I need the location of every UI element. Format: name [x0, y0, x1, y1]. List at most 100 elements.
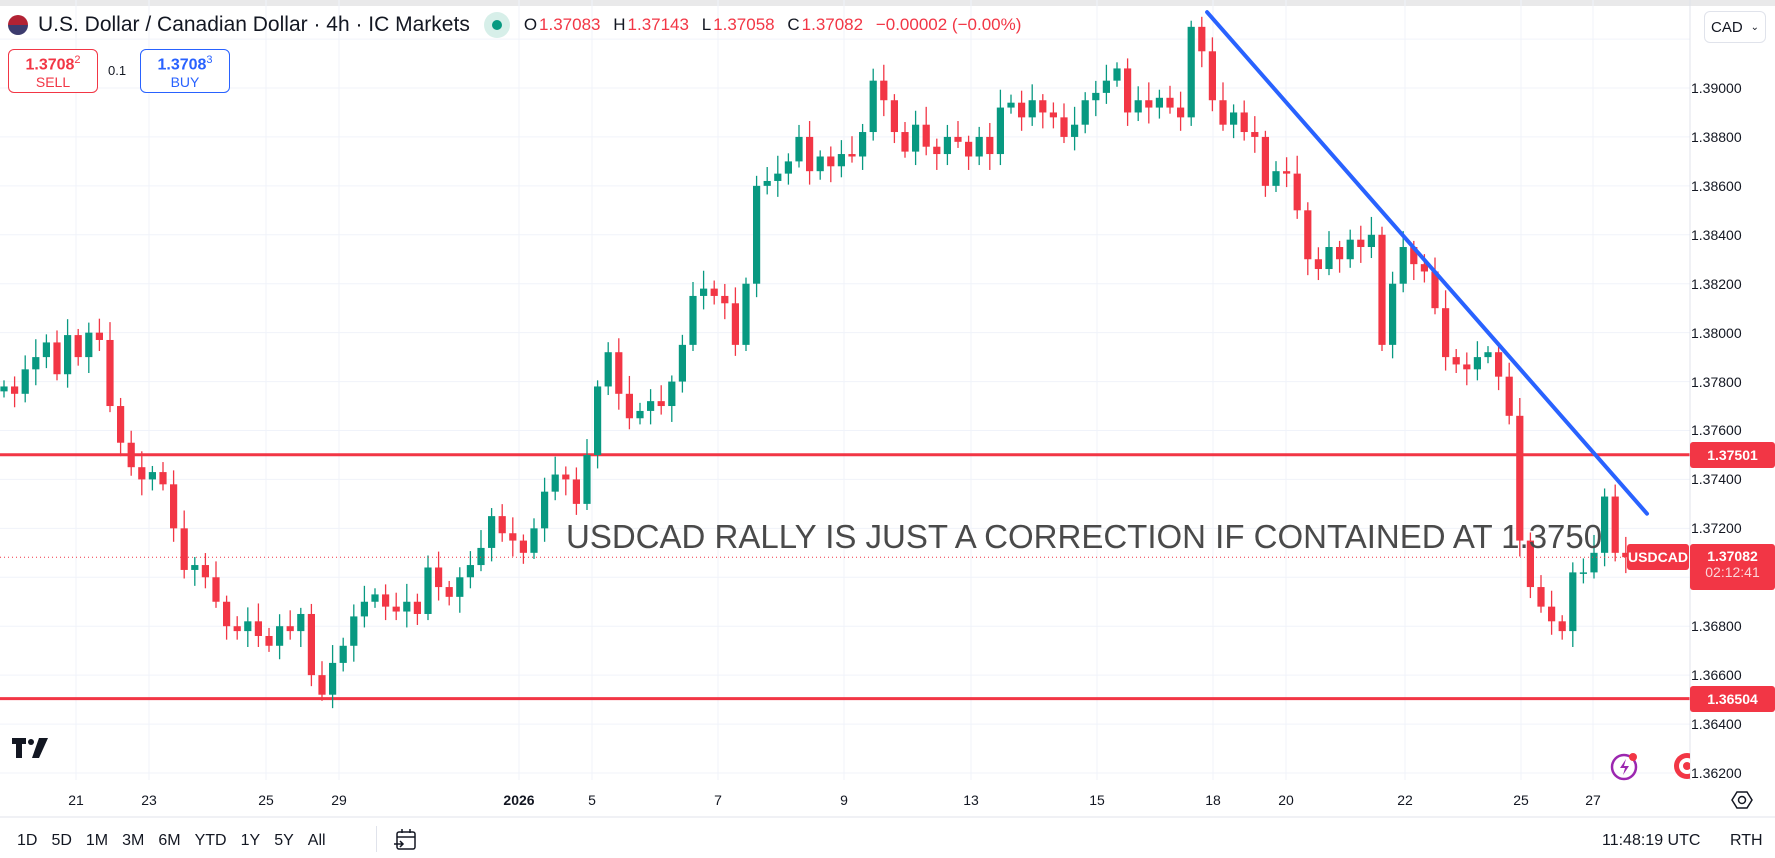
- candle: [1452, 349, 1460, 374]
- settings-icon[interactable]: [1731, 789, 1753, 811]
- candle: [254, 603, 262, 648]
- candle: [1060, 103, 1068, 144]
- sell-button[interactable]: 1.37082 SELL: [8, 49, 98, 93]
- candle: [986, 122, 994, 170]
- candle: [1484, 346, 1492, 364]
- candle: [456, 567, 464, 613]
- candle: [413, 593, 421, 625]
- candle: [1028, 84, 1036, 126]
- candle-body: [1495, 352, 1503, 377]
- candle-body: [297, 613, 305, 632]
- candle: [1367, 216, 1375, 259]
- candle: [371, 588, 379, 608]
- candle-body: [1187, 26, 1195, 118]
- price-tick-label: 1.38800: [1691, 128, 1742, 145]
- candle-body: [339, 645, 347, 663]
- candle: [1336, 240, 1344, 273]
- candle: [1071, 106, 1079, 151]
- candle-body: [1622, 552, 1630, 558]
- candle: [806, 121, 814, 185]
- candle-body: [1325, 247, 1333, 270]
- session-toggle[interactable]: RTH: [1730, 832, 1763, 849]
- candle: [880, 64, 888, 117]
- candle: [1007, 94, 1015, 114]
- go-to-date-icon[interactable]: [393, 827, 419, 858]
- candle: [424, 555, 432, 621]
- candle-body: [551, 474, 559, 492]
- candle-body: [572, 479, 580, 504]
- level-upper-label: 1.37501: [1690, 442, 1775, 468]
- candle: [1261, 130, 1269, 197]
- symbol-title[interactable]: U.S. Dollar / Canadian Dollar · 4h · IC …: [38, 13, 470, 36]
- quantity-value[interactable]: 0.1: [108, 63, 127, 78]
- candle: [307, 603, 315, 687]
- candle: [731, 287, 739, 356]
- chart-annotation[interactable]: USDCAD RALLY IS JUST A CORRECTION IF CON…: [566, 518, 1603, 555]
- candle-body: [827, 156, 835, 167]
- candle: [572, 467, 580, 515]
- candle-body: [859, 132, 867, 157]
- candle: [170, 470, 178, 542]
- currency-select[interactable]: CAD ⌄: [1704, 11, 1766, 43]
- candle-body: [1071, 124, 1079, 137]
- lightning-alert-icon[interactable]: [1610, 751, 1640, 786]
- range-button-1d[interactable]: 1D: [17, 832, 38, 849]
- candle: [1113, 62, 1121, 87]
- candle-body: [1484, 352, 1492, 358]
- candle-body: [1473, 357, 1481, 370]
- range-button-1m[interactable]: 1M: [85, 832, 109, 849]
- bottom-divider: [376, 826, 377, 852]
- candle: [689, 281, 697, 351]
- candle: [1611, 484, 1619, 562]
- candle-body: [1208, 51, 1216, 101]
- candle: [276, 614, 284, 660]
- range-button-5y[interactable]: 5Y: [274, 832, 294, 849]
- candle: [117, 397, 125, 457]
- candle: [954, 121, 962, 148]
- candle: [700, 270, 708, 310]
- time-tick-label: 7: [714, 792, 722, 808]
- canada-flag-icon[interactable]: [1673, 752, 1690, 780]
- candle: [890, 94, 898, 144]
- time-tick-label: 25: [1513, 792, 1529, 808]
- candle: [1081, 92, 1089, 134]
- range-button-1y[interactable]: 1Y: [240, 832, 261, 849]
- candle-body: [1166, 97, 1174, 108]
- ohlc-values: O 1.37083 H 1.37143 L 1.37058 C 1.37082 −0.0…: [523, 15, 1022, 34]
- trendline: [1205, 10, 1649, 516]
- price-tick-label: 1.38400: [1691, 226, 1742, 243]
- candle-body: [965, 141, 973, 157]
- candle-body: [1293, 173, 1301, 211]
- clock[interactable]: 11:48:19 UTC: [1602, 832, 1701, 849]
- candle-body: [615, 352, 623, 394]
- candle-body: [1442, 308, 1450, 358]
- candle-body: [456, 577, 464, 597]
- candle-body: [466, 565, 474, 578]
- tradingview-logo[interactable]: [12, 738, 48, 765]
- range-button-ytd[interactable]: YTD: [194, 832, 227, 849]
- price-tick-label: 1.36400: [1691, 716, 1742, 733]
- window-top-strip: [0, 0, 1775, 6]
- range-button-6m[interactable]: 6M: [158, 832, 181, 849]
- candle: [445, 580, 453, 606]
- range-button-3m[interactable]: 3M: [122, 832, 145, 849]
- candle-body: [212, 577, 220, 602]
- time-tick-label: 25: [258, 792, 274, 808]
- range-button-5d[interactable]: 5D: [51, 832, 72, 849]
- candle-body: [774, 173, 782, 181]
- candle: [223, 595, 231, 640]
- candle-body: [1590, 552, 1598, 573]
- price-tick-label: 1.36800: [1691, 618, 1742, 635]
- candle-body: [933, 146, 941, 155]
- candle-body: [1272, 171, 1280, 186]
- candle: [138, 451, 146, 496]
- candle-body: [1569, 572, 1577, 632]
- candle: [1049, 102, 1057, 129]
- candle-body: [1452, 357, 1460, 365]
- candle: [339, 637, 347, 672]
- candle: [594, 380, 602, 469]
- range-button-all[interactable]: All: [307, 832, 326, 849]
- buy-button[interactable]: 1.37083 BUY: [140, 49, 230, 93]
- candle-body: [1092, 92, 1100, 101]
